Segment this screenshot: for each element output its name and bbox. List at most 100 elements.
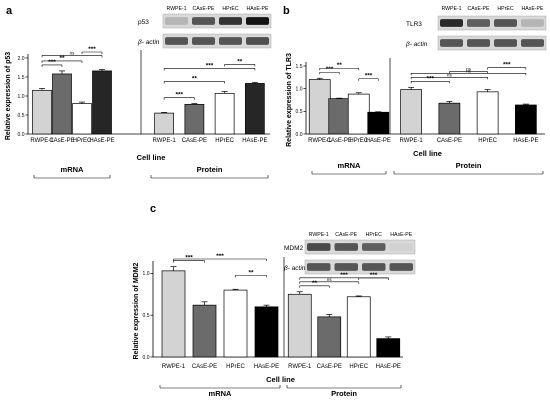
category-label: RWPE-1: [308, 138, 332, 144]
category-label: HAsE-PE: [242, 138, 267, 144]
y-tick-label: 1.5: [296, 64, 303, 70]
blot-row-label: β- actin: [283, 265, 306, 272]
sig-label: **: [192, 75, 198, 82]
blot-band: [334, 263, 358, 271]
blot-lane-label: RWPE-1: [166, 6, 186, 12]
blot-band: [389, 243, 413, 251]
blot-band: [521, 39, 544, 47]
x-axis-label: Cell line: [413, 149, 442, 158]
sig-label: **: [337, 62, 343, 69]
category-label: CAsE-PE: [49, 138, 74, 144]
sig-label: ***: [185, 255, 193, 262]
blot-lane-label: HPrEC: [497, 6, 513, 12]
category-label: RWPE-1: [153, 138, 177, 144]
panel-label: b: [283, 5, 290, 17]
y-tick-label: 0.5: [143, 313, 150, 319]
blot-row-label: β- actin: [405, 41, 428, 48]
bar: [161, 270, 186, 358]
blot-row-label: MDM2: [284, 245, 304, 252]
blot-band: [165, 17, 188, 25]
y-tick-label: 0.5: [296, 109, 303, 115]
blot-band: [521, 19, 544, 27]
blot-band: [440, 39, 463, 47]
blot-band: [192, 37, 215, 45]
category-label: HAsE-PE: [513, 138, 538, 144]
group-label: mRNA: [61, 165, 85, 174]
bar: [245, 83, 265, 135]
sig-label: **: [59, 55, 65, 62]
bar: [347, 93, 370, 135]
blot-band: [389, 263, 413, 271]
sig-label: ns: [466, 67, 472, 72]
sig-label: ***: [88, 46, 96, 53]
bar: [287, 293, 312, 358]
bar: [192, 304, 217, 358]
sig-label: ***: [370, 272, 378, 279]
category-label: RWPE-1: [30, 138, 54, 144]
y-tick-label: 0.0: [143, 355, 150, 361]
category-label: CAsE-PE: [317, 364, 342, 370]
group-label: Protein: [331, 389, 357, 398]
sig-label: **: [248, 269, 254, 276]
blot-band: [494, 39, 517, 47]
bar: [317, 316, 342, 358]
bar: [308, 79, 331, 135]
blot-membrane: [162, 13, 272, 29]
sig-label: ***: [48, 59, 56, 66]
panel-label: c: [150, 203, 156, 215]
category-label: RWPE-1: [400, 138, 424, 144]
category-label: HPrEC: [349, 364, 368, 370]
category-label: HAsE-PE: [89, 138, 114, 144]
blot-band: [307, 263, 331, 271]
sig-label: ns: [327, 277, 333, 282]
sig-label: ns: [70, 50, 76, 55]
blot-lane-label: HAsE-PE: [522, 6, 544, 12]
bar: [400, 89, 422, 135]
bar: [223, 289, 248, 358]
y-tick-label: 0.5: [18, 113, 25, 119]
bar: [515, 104, 537, 135]
category-label: HAsE-PE: [254, 364, 279, 370]
sig-label: ***: [365, 73, 373, 80]
group-label: mRNA: [338, 161, 362, 170]
y-tick-label: 1.5: [18, 75, 25, 81]
bar: [92, 70, 112, 135]
category-label: CAsE-PE: [437, 138, 462, 144]
blot-band: [494, 19, 517, 27]
sig-label: ***: [175, 92, 183, 99]
blot-row-label: p53: [138, 19, 149, 26]
x-axis-label: Cell line: [137, 153, 166, 162]
blot-band: [219, 37, 242, 45]
blot-lane-label: HAsE-PE: [390, 232, 412, 238]
sig-label: ***: [426, 75, 434, 82]
blot-band: [165, 37, 188, 45]
y-tick-label: 1.0: [18, 94, 25, 100]
category-label: HPrEC: [349, 138, 368, 144]
sig-label: **: [237, 58, 243, 65]
blot-band: [440, 19, 463, 27]
sig-label: ***: [206, 62, 214, 69]
blot-band: [467, 39, 490, 47]
bar: [52, 73, 72, 135]
blot-band: [467, 19, 490, 27]
blot-lane-label: HAsE-PE: [247, 6, 269, 12]
bar: [32, 89, 52, 135]
sig-label: ***: [216, 253, 224, 260]
blot-lane-label: HPrEC: [366, 232, 382, 238]
bar: [154, 112, 174, 135]
bar: [438, 102, 461, 135]
blot-band: [362, 263, 386, 271]
y-tick-label: 0.0: [296, 132, 303, 138]
category-label: HPrEC: [215, 138, 234, 144]
panel-label: a: [6, 5, 13, 17]
category-label: CAsE-PE: [327, 138, 352, 144]
category-label: RWPE-1: [288, 364, 312, 370]
bar: [346, 296, 371, 358]
y-tick-label: 2.0: [18, 56, 25, 62]
category-label: HPrEC: [73, 138, 92, 144]
category-label: RWPE-1: [162, 364, 186, 370]
blot-membrane: [304, 239, 416, 255]
blot-band: [307, 243, 331, 251]
sig-label: ***: [326, 66, 334, 73]
